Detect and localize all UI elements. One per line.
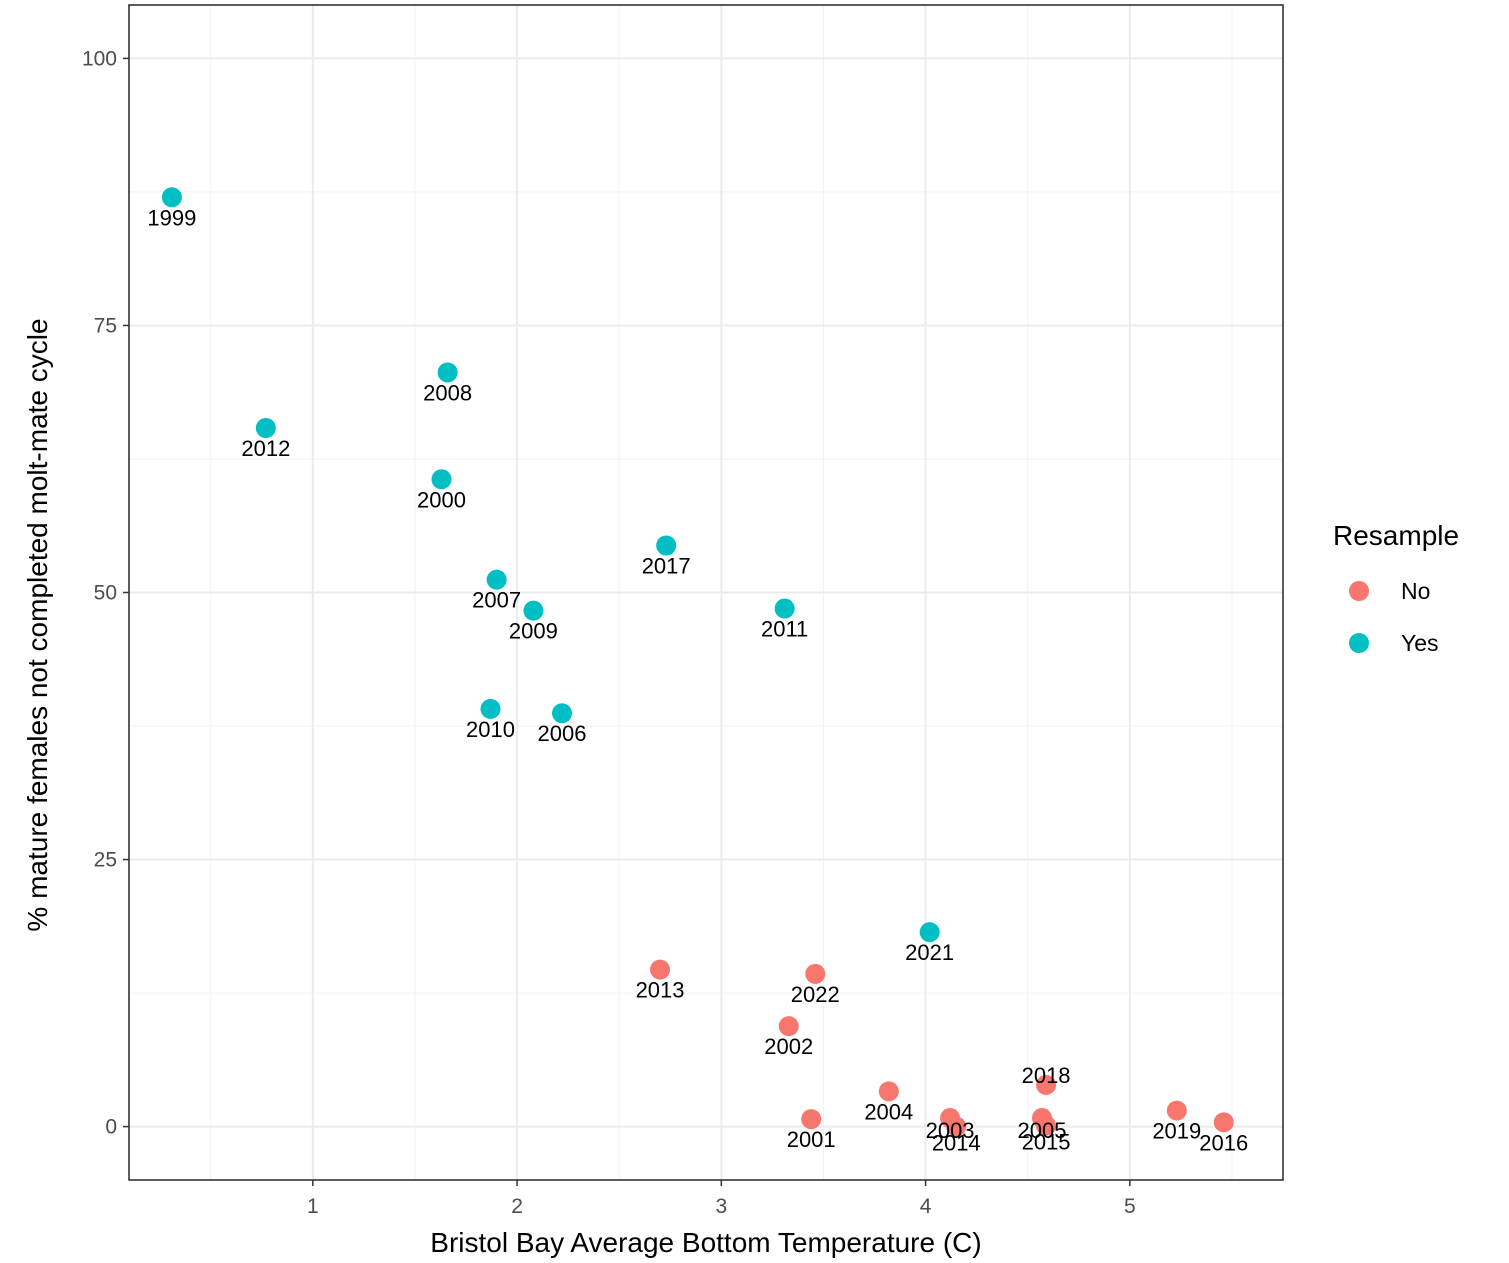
data-point [801,1109,822,1130]
data-point [656,535,677,556]
data-point [161,187,182,208]
point-label: 2017 [642,554,691,579]
data-point [778,1016,799,1037]
legend-label: Yes [1401,630,1439,656]
data-point [878,1081,899,1102]
point-label: 2016 [1199,1130,1248,1155]
y-tick-label: 0 [105,1116,117,1139]
data-point [523,600,544,621]
point-labels: 1999 2012 2008 2000 2017 2007 2009 2011 2010 2006… [147,205,1248,1155]
x-tick-label: 5 [1124,1195,1136,1218]
data-point [1036,1115,1057,1136]
point-label: 2005 [1018,1118,1067,1143]
point-label: 2022 [791,982,840,1007]
y-tick-label: 100 [82,47,117,70]
point-label: 2008 [423,380,472,405]
point-label: 2002 [764,1034,813,1059]
point-label: 2021 [905,940,954,965]
point-label: 2014 [932,1131,981,1156]
point-label: 2001 [787,1127,836,1152]
data-point [805,963,826,984]
data-point [650,959,671,980]
y-tick-label: 75 [94,314,117,337]
legend-key [1349,633,1369,653]
data-point [437,362,458,383]
data-point [552,703,573,724]
legend-title: Resample [1333,520,1459,551]
point-label: 2009 [509,619,558,644]
data-points [161,187,1234,1137]
data-point [919,922,940,943]
data-point [486,569,507,590]
point-label: 2018 [1022,1063,1071,1088]
x-tick-label: 3 [715,1195,727,1218]
data-point [1213,1112,1234,1133]
y-axis-title: % mature females not completed molt-mate… [22,318,53,931]
legend-label: No [1401,578,1430,604]
point-label: 2012 [241,436,290,461]
legend-key [1349,581,1369,601]
point-label: 2015 [1022,1130,1071,1155]
point-label: 2013 [636,978,685,1003]
point-label: 1999 [147,205,196,230]
point-label: 2003 [926,1118,975,1143]
y-tick-label: 50 [94,582,117,605]
point-label: 2019 [1152,1119,1201,1144]
data-point [774,598,795,619]
data-point [1166,1100,1187,1121]
data-point [1036,1074,1057,1095]
point-label: 2010 [466,717,515,742]
x-tick-label: 1 [307,1195,319,1218]
x-tick-label: 4 [920,1195,932,1218]
point-label: 2007 [472,588,521,613]
data-point [480,698,501,719]
x-tick-label: 2 [511,1195,523,1218]
point-label: 2004 [864,1099,913,1124]
point-label: 2011 [761,617,808,642]
data-point [255,418,276,438]
x-axis-title: Bristol Bay Average Bottom Temperature (… [430,1227,981,1258]
legend: Resample No Yes [1333,520,1459,656]
point-label: 2000 [417,487,466,512]
data-point [946,1116,967,1137]
data-point [431,469,452,490]
point-label: 2006 [538,721,587,746]
grid [129,5,1283,1180]
y-tick-label: 25 [94,849,117,872]
